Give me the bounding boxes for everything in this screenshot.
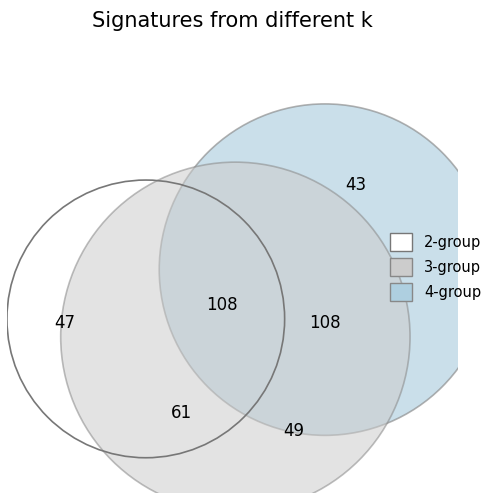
Text: 47: 47 [54, 314, 76, 332]
Circle shape [60, 162, 410, 504]
Title: Signatures from different k: Signatures from different k [92, 11, 373, 31]
Text: 49: 49 [283, 422, 304, 440]
Text: 108: 108 [309, 314, 341, 332]
Text: 108: 108 [206, 296, 238, 314]
Text: 61: 61 [171, 404, 192, 422]
Text: 43: 43 [346, 175, 367, 194]
Legend: 2-group, 3-group, 4-group: 2-group, 3-group, 4-group [385, 227, 487, 307]
Circle shape [159, 104, 491, 435]
